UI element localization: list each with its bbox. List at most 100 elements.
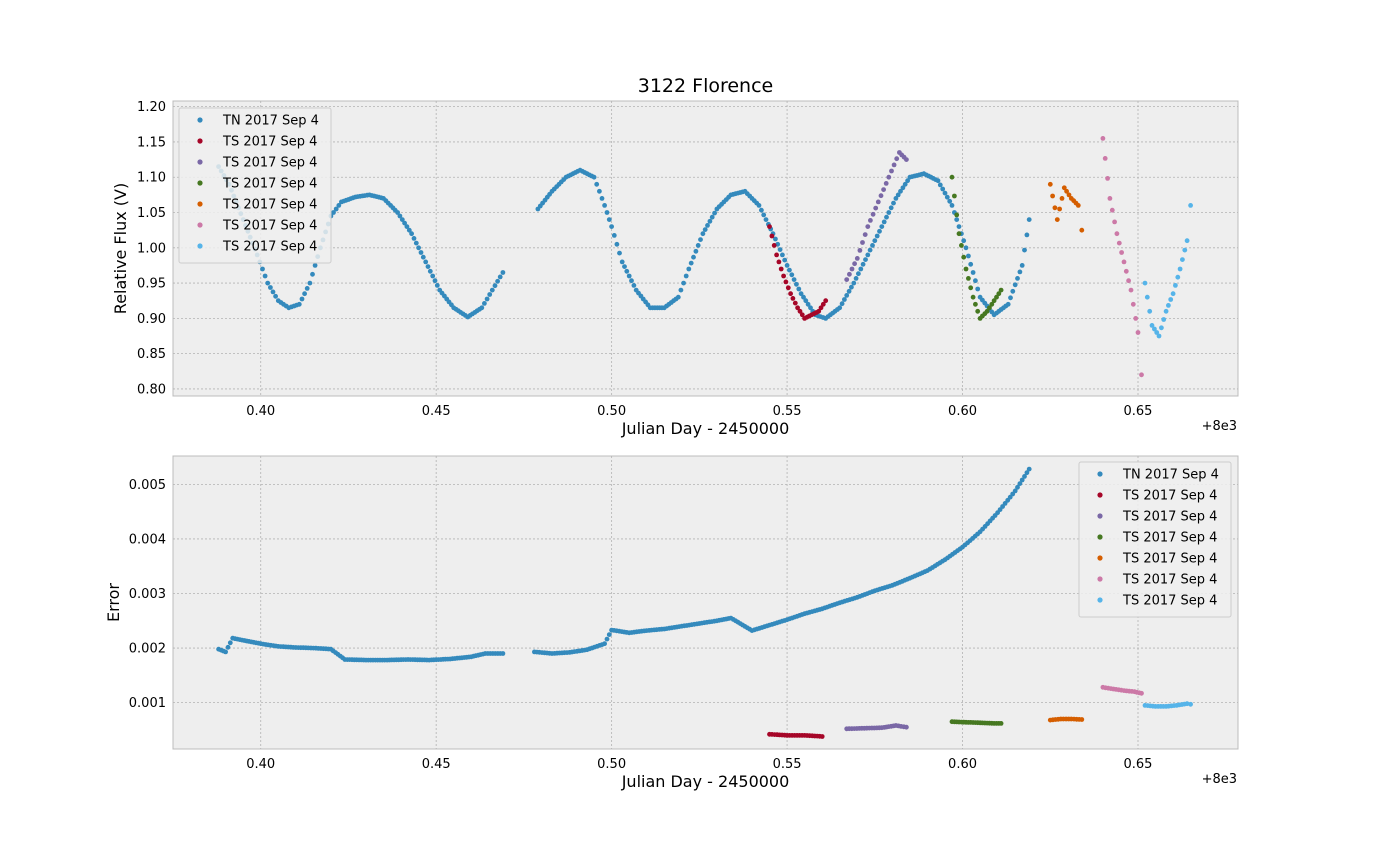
y-tick-label: 0.85 — [137, 347, 166, 362]
data-point — [1168, 297, 1174, 302]
x-tick-label: 0.65 — [1124, 757, 1153, 772]
data-point — [904, 157, 909, 163]
data-point — [1102, 156, 1108, 161]
data-point — [878, 193, 884, 199]
legend-marker — [197, 222, 203, 228]
data-point — [970, 294, 976, 300]
data-point — [1114, 231, 1120, 237]
data-point — [942, 190, 948, 196]
data-point — [678, 287, 684, 293]
data-point — [858, 266, 864, 272]
series-4 — [1047, 716, 1085, 723]
data-point — [399, 217, 405, 223]
data-point — [789, 272, 795, 278]
y-axis-label: Relative Flux (V) — [111, 183, 130, 314]
data-point — [1050, 193, 1055, 199]
legend-marker — [197, 159, 203, 165]
series-3 — [949, 174, 1004, 321]
data-point — [860, 240, 865, 245]
data-point — [1022, 474, 1027, 479]
x-tick-label: 0.45 — [422, 404, 451, 419]
data-point — [1059, 196, 1065, 201]
data-point — [434, 283, 440, 288]
data-point — [602, 203, 607, 208]
data-point — [839, 301, 845, 307]
data-point — [1173, 283, 1178, 288]
data-point — [891, 162, 897, 168]
data-point — [991, 298, 997, 304]
series-5 — [1100, 684, 1144, 696]
data-point — [823, 298, 829, 304]
data-point — [998, 287, 1004, 293]
data-point — [1005, 301, 1011, 307]
data-point — [336, 203, 342, 208]
data-point — [1149, 323, 1155, 328]
data-point — [818, 305, 824, 311]
x-tick-label: 0.40 — [246, 757, 275, 772]
data-point — [767, 224, 772, 230]
data-point — [893, 196, 899, 201]
data-point — [785, 285, 791, 291]
data-point — [797, 308, 803, 314]
series-1 — [767, 224, 829, 321]
data-point — [310, 271, 315, 277]
data-point — [905, 178, 910, 184]
data-point — [1170, 291, 1176, 297]
data-point — [420, 254, 426, 260]
legend-entry: TS 2017 Sep 4 — [222, 135, 317, 150]
data-point — [1109, 207, 1115, 213]
legend-entry: TS 2017 Sep 4 — [1122, 531, 1217, 546]
legend-marker — [1097, 534, 1103, 540]
data-point — [984, 308, 990, 314]
data-point — [973, 301, 978, 307]
data-point — [331, 210, 336, 215]
data-point — [773, 236, 778, 242]
data-point — [430, 273, 436, 279]
data-point — [1079, 717, 1085, 722]
data-point — [1019, 263, 1025, 268]
data-point — [1008, 295, 1013, 301]
data-point — [844, 293, 850, 298]
data-point — [989, 301, 995, 307]
data-point — [1175, 274, 1181, 280]
legend-marker — [197, 243, 203, 249]
legend-entry: TS 2017 Sep 4 — [222, 156, 317, 171]
data-point — [756, 203, 762, 208]
legend-marker — [1097, 492, 1103, 498]
data-point — [895, 192, 901, 198]
legend-entry: TS 2017 Sep 4 — [1122, 573, 1217, 588]
data-point — [262, 273, 268, 279]
data-point — [312, 263, 318, 268]
data-point — [1010, 288, 1016, 294]
data-point — [1139, 372, 1144, 378]
legend-frame — [178, 107, 332, 264]
series-1 — [767, 731, 825, 739]
data-point — [886, 174, 892, 180]
data-point — [1184, 238, 1190, 244]
legend-marker — [197, 138, 203, 144]
data-point — [1119, 250, 1124, 255]
data-point — [1112, 219, 1117, 225]
data-point — [406, 227, 412, 233]
data-point — [877, 228, 882, 234]
data-point — [1188, 203, 1193, 208]
legend-entry: TS 2017 Sep 4 — [1122, 594, 1217, 609]
data-point — [1100, 136, 1106, 141]
data-point — [705, 223, 710, 228]
data-point — [500, 270, 506, 275]
data-point — [270, 289, 276, 295]
data-point — [792, 300, 798, 306]
x-axis-label: Julian Day - 2450000 — [621, 419, 790, 438]
data-point — [881, 219, 887, 225]
legend-marker — [197, 201, 203, 207]
data-point — [225, 644, 231, 650]
data-point — [602, 641, 607, 647]
y-tick-label: 0.004 — [129, 532, 166, 547]
data-point — [604, 210, 610, 215]
y-tick-label: 0.95 — [137, 277, 166, 292]
data-point — [624, 268, 630, 274]
data-point — [1135, 330, 1141, 335]
y-tick-label: 1.10 — [137, 171, 166, 186]
data-point — [1026, 217, 1032, 223]
data-point — [961, 254, 967, 260]
